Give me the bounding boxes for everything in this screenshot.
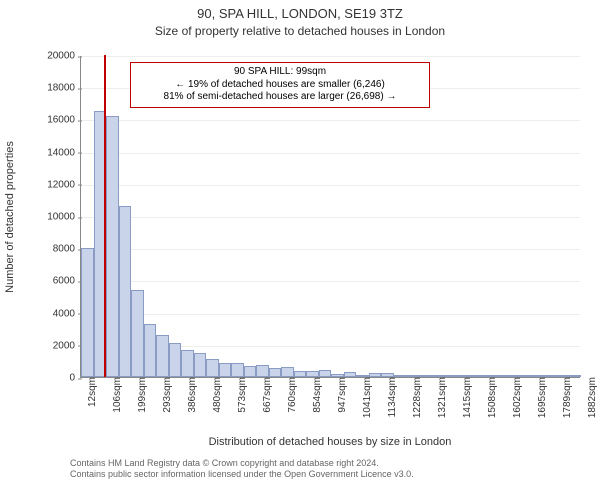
x-tick: 667sqm [256,377,273,413]
y-tick: 0 [69,373,81,384]
gridline [81,314,580,315]
gridline [81,185,580,186]
y-tick: 20000 [47,51,81,62]
histogram-bar [169,343,182,377]
gridline [81,56,580,57]
histogram-bar [256,365,269,377]
y-tick: 14000 [47,147,81,158]
histogram-bar [81,248,94,377]
histogram-bar [131,290,144,377]
annotation-line-1: 90 SPA HILL: 99sqm [137,66,423,79]
x-tick: 854sqm [306,377,323,413]
marker-annotation: 90 SPA HILL: 99sqm ← 19% of detached hou… [130,62,430,108]
annotation-line-2: ← 19% of detached houses are smaller (6,… [137,79,423,92]
y-tick: 4000 [53,308,81,319]
gridline [81,120,580,121]
x-tick: 1882sqm [581,377,598,418]
histogram-bar [206,359,219,377]
x-tick: 1695sqm [531,377,548,418]
footer-line-1: Contains HM Land Registry data © Crown c… [70,458,414,469]
y-axis-label: Number of detached properties [4,141,16,293]
x-tick: 573sqm [231,377,248,413]
histogram-bar [244,366,257,377]
address-title: 90, SPA HILL, LONDON, SE19 3TZ [0,6,600,21]
x-tick: 1228sqm [406,377,423,418]
y-tick: 12000 [47,179,81,190]
histogram-bar [144,324,157,377]
histogram-bar [119,206,132,377]
histogram-bar [319,370,332,377]
x-tick: 106sqm [106,377,123,413]
gridline [81,249,580,250]
histogram-bar [106,116,119,377]
histogram-bar [219,363,232,377]
x-tick: 1508sqm [481,377,498,418]
y-tick: 2000 [53,340,81,351]
x-tick: 1041sqm [356,377,373,418]
gridline [81,217,580,218]
histogram-bar [231,363,244,377]
y-tick: 10000 [47,212,81,223]
y-tick: 6000 [53,276,81,287]
x-tick: 386sqm [181,377,198,413]
x-tick: 1602sqm [506,377,523,418]
histogram-bar [269,368,282,377]
x-tick: 199sqm [131,377,148,413]
gridline [81,281,580,282]
y-tick: 16000 [47,115,81,126]
property-marker-line [104,55,106,377]
x-tick: 293sqm [156,377,173,413]
y-tick: 8000 [53,244,81,255]
subtitle: Size of property relative to detached ho… [0,24,600,38]
histogram-bar [194,353,207,377]
x-tick: 1415sqm [456,377,473,418]
histogram-bar [181,350,194,377]
annotation-line-3: 81% of semi-detached houses are larger (… [137,91,423,104]
histogram-bar [156,335,169,377]
x-axis-label: Distribution of detached houses by size … [80,436,580,448]
y-tick: 18000 [47,83,81,94]
histogram-bar [281,367,294,377]
x-tick: 1134sqm [381,377,398,417]
footer-attribution: Contains HM Land Registry data © Crown c… [70,458,414,481]
x-tick: 12sqm [81,377,98,407]
chart-container: 90, SPA HILL, LONDON, SE19 3TZ Size of p… [0,0,600,500]
gridline [81,153,580,154]
x-tick: 480sqm [206,377,223,413]
x-tick: 1321sqm [431,377,448,418]
footer-line-2: Contains public sector information licen… [70,469,414,480]
x-tick: 947sqm [331,377,348,413]
x-tick: 1789sqm [556,377,573,418]
x-tick: 760sqm [281,377,298,413]
